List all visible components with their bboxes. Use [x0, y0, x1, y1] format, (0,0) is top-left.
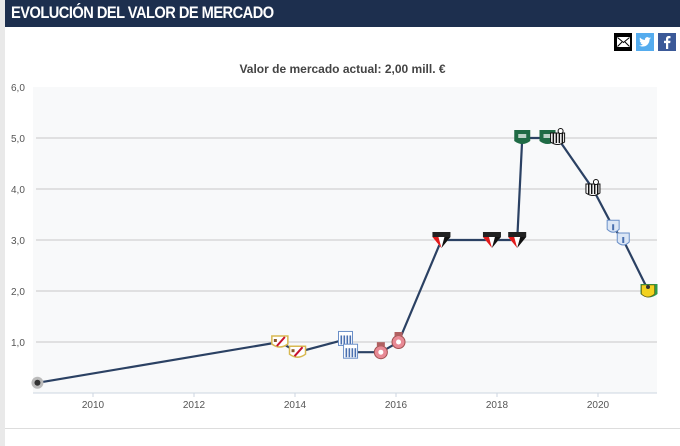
- section-title: EVOLUCIÓN DEL VALOR DE MERCADO: [11, 3, 274, 22]
- santos-crest-icon[interactable]: [585, 179, 601, 196]
- y-axis: 1,0 2,0 3,0 4,0 5,0 6,0: [11, 83, 25, 349]
- share-email-button[interactable]: [614, 33, 632, 51]
- y-tick-label: 6,0: [11, 83, 25, 94]
- yellow-green-crest-icon[interactable]: [640, 284, 658, 298]
- club-markers: [31, 128, 658, 389]
- spfc-crest-icon[interactable]: [432, 232, 451, 248]
- market-value-chart: 1,0 2,0 3,0 4,0 5,0 6,0 2010 2012 2014 2016 2018 2…: [0, 80, 680, 425]
- y-tick-label: 1,0: [11, 338, 25, 349]
- spfc-crest-icon[interactable]: [508, 232, 527, 248]
- envelope-icon: [616, 37, 630, 47]
- pink-crown-crest-icon[interactable]: [373, 342, 388, 360]
- blue-stripes-crest-icon[interactable]: [338, 330, 353, 346]
- current-market-value: Valor de mercado actual: 2,00 mill. €: [239, 62, 446, 76]
- green-crest-icon[interactable]: [514, 130, 531, 144]
- pachuca-crest-icon[interactable]: [606, 219, 620, 233]
- x-tick-label: 2010: [82, 400, 105, 411]
- twitter-icon: [639, 37, 651, 47]
- y-tick-label: 2,0: [11, 287, 25, 298]
- y-tick-label: 5,0: [11, 134, 25, 145]
- pink-crown-crest-icon[interactable]: [391, 332, 406, 349]
- facebook-icon: [664, 35, 671, 49]
- x-tick-label: 2012: [183, 400, 206, 411]
- x-tick-label: 2016: [385, 400, 408, 411]
- y-tick-label: 4,0: [11, 185, 25, 196]
- x-tick-label: 2020: [587, 400, 610, 411]
- share-facebook-button[interactable]: [658, 33, 676, 51]
- rayo-crest-icon[interactable]: [288, 345, 307, 358]
- share-twitter-button[interactable]: [636, 33, 654, 51]
- y-tick-label: 3,0: [11, 236, 25, 247]
- divider: [5, 428, 680, 429]
- section-header: EVOLUCIÓN DEL VALOR DE MERCADO: [5, 0, 680, 27]
- club-crest-grey-icon[interactable]: [31, 376, 44, 389]
- line-chart: 1,02,03,04,05,06,0 2010 2012 2014 2016 2018 2…: [11, 83, 658, 411]
- x-tick-label: 2018: [486, 400, 509, 411]
- pachuca-crest-icon[interactable]: [616, 232, 630, 246]
- x-axis: 2010 2012 2014 2016 2018 2020: [82, 393, 610, 411]
- rayo-crest-icon[interactable]: [271, 335, 289, 348]
- blue-stripes-crest-icon[interactable]: [343, 343, 359, 359]
- x-tick-label: 2014: [284, 400, 307, 411]
- spfc-crest-icon[interactable]: [482, 232, 501, 248]
- santos-crest-icon[interactable]: [550, 128, 566, 145]
